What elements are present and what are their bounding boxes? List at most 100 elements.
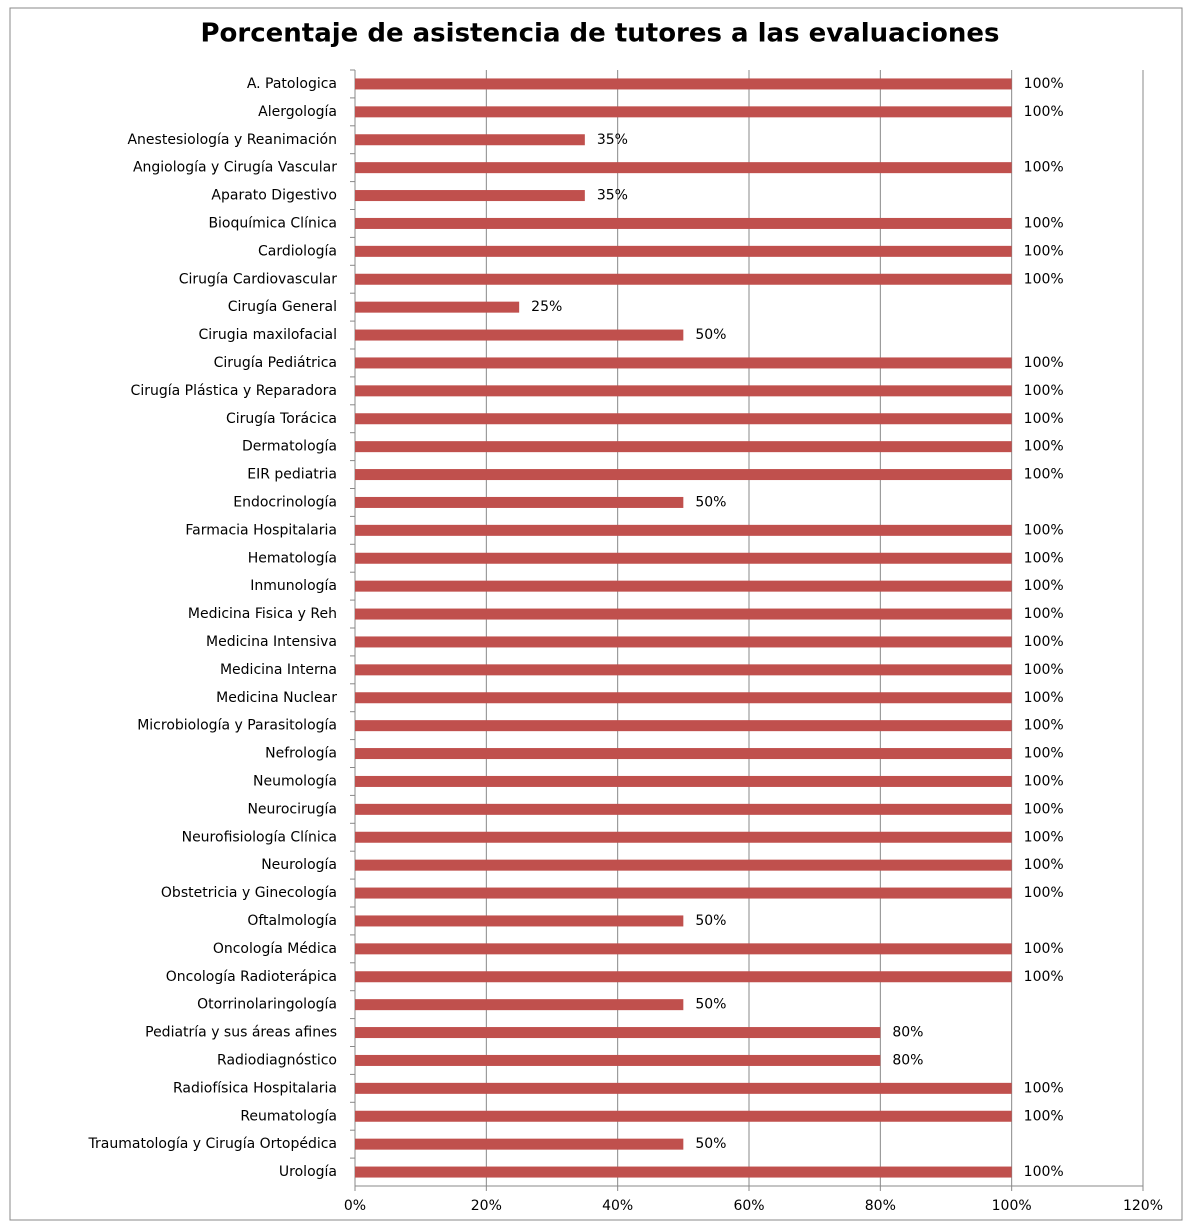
bar <box>355 887 1012 899</box>
bar <box>355 469 1012 481</box>
data-label: 100% <box>1024 885 1064 901</box>
bar <box>355 636 1012 648</box>
data-label: 100% <box>1024 522 1064 538</box>
data-label: 100% <box>1024 439 1064 455</box>
y-tick-label: Medicina Nuclear <box>216 690 337 706</box>
bar <box>355 971 1012 983</box>
data-label: 80% <box>892 1025 923 1041</box>
data-label: 100% <box>1024 578 1064 594</box>
data-label: 100% <box>1024 718 1064 734</box>
x-tick-label: 120% <box>1123 1198 1163 1214</box>
bar <box>355 245 1012 257</box>
bar <box>355 692 1012 704</box>
data-label: 100% <box>1024 606 1064 622</box>
y-tick-label: Obstetricia y Ginecología <box>161 885 337 901</box>
bar <box>355 1082 1012 1094</box>
y-tick-label: Neurofisiología Clínica <box>182 829 337 845</box>
bar <box>355 78 1012 90</box>
y-tick-label: Radiodiagnóstico <box>217 1052 337 1068</box>
bar <box>355 524 1012 536</box>
bar <box>355 999 684 1011</box>
data-label: 100% <box>1024 662 1064 678</box>
y-tick-label: Cirugía Torácica <box>226 411 337 427</box>
data-label: 100% <box>1024 160 1064 176</box>
y-tick-label: Urología <box>279 1164 337 1180</box>
y-tick-label: A. Patologica <box>247 76 337 92</box>
bar <box>355 106 1012 118</box>
data-label: 50% <box>695 494 726 510</box>
y-tick-label: Oftalmología <box>247 913 337 929</box>
y-tick-label: Alergología <box>258 104 337 120</box>
bar <box>355 608 1012 620</box>
y-tick-label: Pediatría y sus áreas afines <box>145 1025 337 1041</box>
y-tick-label: Hematología <box>248 550 337 566</box>
y-tick-label: Oncología Médica <box>213 941 337 957</box>
bar <box>355 301 520 313</box>
bar <box>355 803 1012 815</box>
bar <box>355 217 1012 229</box>
y-tick-label: Neurología <box>261 857 337 873</box>
data-label: 100% <box>1024 773 1064 789</box>
data-label: 100% <box>1024 1108 1064 1124</box>
data-label: 50% <box>695 1136 726 1152</box>
bar <box>355 329 684 341</box>
bar <box>355 1027 881 1039</box>
bar <box>355 273 1012 285</box>
data-label: 100% <box>1024 829 1064 845</box>
y-tick-label: Microbiología y Parasitología <box>137 718 337 734</box>
y-tick-label: Bioquímica Clínica <box>208 215 337 231</box>
bar <box>355 915 684 927</box>
x-tick-label: 40% <box>602 1198 633 1214</box>
bar <box>355 441 1012 453</box>
bar <box>355 775 1012 787</box>
bar <box>355 1110 1012 1122</box>
bar <box>355 413 1012 425</box>
bar <box>355 720 1012 732</box>
bar <box>355 943 1012 955</box>
data-label: 100% <box>1024 76 1064 92</box>
y-tick-label: Farmacia Hospitalaria <box>185 522 337 538</box>
y-tick-label: Cardiología <box>258 243 337 259</box>
data-label: 50% <box>695 997 726 1013</box>
y-tick-label: Cirugía Plástica y Reparadora <box>131 383 337 399</box>
data-label: 80% <box>892 1052 923 1068</box>
data-label: 35% <box>597 188 628 204</box>
y-tick-label: Angiología y Cirugía Vascular <box>133 160 337 176</box>
data-label: 100% <box>1024 690 1064 706</box>
data-label: 100% <box>1024 1080 1064 1096</box>
y-tick-label: Reumatología <box>240 1108 337 1124</box>
bar <box>355 385 1012 397</box>
bar <box>355 134 585 146</box>
data-label: 100% <box>1024 383 1064 399</box>
y-tick-label: Cirugia maxilofacial <box>198 327 337 343</box>
y-tick-label: Oncología Radioterápica <box>166 969 337 985</box>
bar <box>355 190 585 202</box>
data-label: 35% <box>597 132 628 148</box>
y-tick-label: Nefrología <box>265 746 337 762</box>
data-label: 50% <box>695 913 726 929</box>
data-label: 100% <box>1024 467 1064 483</box>
bar <box>355 357 1012 369</box>
x-tick-label: 60% <box>733 1198 764 1214</box>
data-label: 50% <box>695 327 726 343</box>
chart-title: Porcentaje de asistencia de tutores a la… <box>200 19 999 49</box>
bar <box>355 496 684 508</box>
y-tick-label: Aparato Digestivo <box>211 188 337 204</box>
data-label: 100% <box>1024 969 1064 985</box>
y-tick-label: Cirugía General <box>228 299 337 315</box>
y-tick-label: Cirugía Cardiovascular <box>179 271 338 287</box>
y-tick-label: Neurocirugía <box>247 801 337 817</box>
y-tick-label: Neumología <box>253 773 337 789</box>
x-tick-label: 20% <box>471 1198 502 1214</box>
data-label: 25% <box>531 299 562 315</box>
y-tick-label: Medicina Intensiva <box>206 634 337 650</box>
y-tick-label: EIR pediatria <box>247 467 337 483</box>
bar <box>355 664 1012 676</box>
bar <box>355 552 1012 564</box>
data-label: 100% <box>1024 941 1064 957</box>
bar <box>355 1166 1012 1178</box>
data-label: 100% <box>1024 746 1064 762</box>
data-label: 100% <box>1024 1164 1064 1180</box>
data-label: 100% <box>1024 215 1064 231</box>
y-tick-label: Medicina Interna <box>220 662 337 678</box>
